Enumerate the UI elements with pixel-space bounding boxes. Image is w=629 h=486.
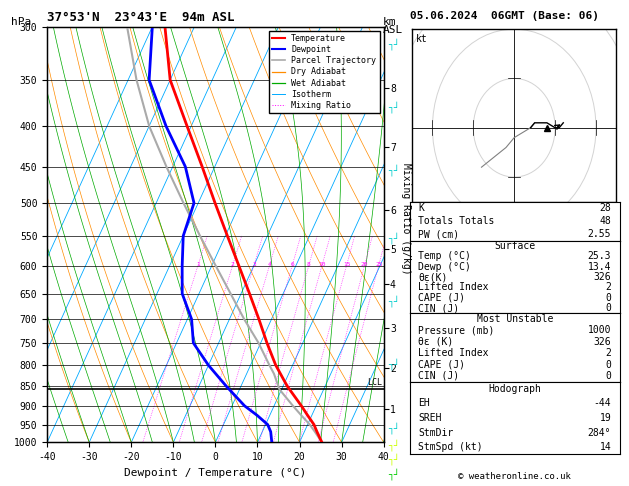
Text: 2: 2 [605, 348, 611, 358]
Text: 8: 8 [307, 262, 311, 267]
Text: LCL: LCL [367, 378, 382, 387]
Text: hPa: hPa [11, 17, 31, 27]
Text: Most Unstable: Most Unstable [477, 314, 553, 324]
Text: © weatheronline.co.uk: © weatheronline.co.uk [458, 472, 571, 481]
Text: 4: 4 [268, 262, 272, 267]
Text: Totals Totals: Totals Totals [418, 216, 495, 226]
Text: 15: 15 [343, 262, 350, 267]
Text: Pressure (mb): Pressure (mb) [418, 326, 495, 335]
Text: 14: 14 [599, 442, 611, 452]
Text: ┐┘: ┐┘ [389, 468, 400, 480]
Legend: Temperature, Dewpoint, Parcel Trajectory, Dry Adiabat, Wet Adiabat, Isotherm, Mi: Temperature, Dewpoint, Parcel Trajectory… [269, 31, 379, 113]
Text: ┐┘: ┐┘ [389, 101, 400, 113]
Text: 25.3: 25.3 [587, 251, 611, 261]
Text: K: K [418, 203, 425, 213]
Text: kt: kt [416, 34, 428, 44]
Text: km: km [382, 17, 396, 27]
Text: 0: 0 [605, 293, 611, 303]
Text: CAPE (J): CAPE (J) [418, 360, 465, 369]
Text: 48: 48 [599, 216, 611, 226]
Text: Lifted Index: Lifted Index [418, 348, 489, 358]
Text: CIN (J): CIN (J) [418, 371, 460, 381]
Text: Hodograph: Hodograph [488, 384, 542, 394]
Text: PW (cm): PW (cm) [418, 229, 460, 239]
Text: 1: 1 [196, 262, 200, 267]
Text: Surface: Surface [494, 241, 535, 251]
Text: 0: 0 [605, 360, 611, 369]
Text: 25: 25 [375, 262, 382, 267]
Text: StmSpd (kt): StmSpd (kt) [418, 442, 483, 452]
Text: ┐┘: ┐┘ [389, 359, 400, 370]
Text: 326: 326 [594, 337, 611, 347]
Text: 2: 2 [605, 282, 611, 293]
Text: Temp (°C): Temp (°C) [418, 251, 471, 261]
Text: EH: EH [418, 399, 430, 408]
Text: ┐┘: ┐┘ [389, 439, 400, 451]
Text: 0: 0 [605, 371, 611, 381]
X-axis label: Dewpoint / Temperature (°C): Dewpoint / Temperature (°C) [125, 468, 306, 478]
Text: 326: 326 [594, 272, 611, 282]
Text: 28: 28 [599, 203, 611, 213]
Text: 0: 0 [605, 303, 611, 313]
Text: Dewp (°C): Dewp (°C) [418, 261, 471, 272]
Text: 284°: 284° [587, 428, 611, 437]
Text: SREH: SREH [418, 413, 442, 423]
Text: Lifted Index: Lifted Index [418, 282, 489, 293]
Text: CAPE (J): CAPE (J) [418, 293, 465, 303]
Text: Mixing Ratio (g/kg): Mixing Ratio (g/kg) [401, 163, 411, 275]
Text: ┐┘: ┐┘ [389, 232, 400, 244]
Text: 6: 6 [291, 262, 294, 267]
Text: 20: 20 [361, 262, 369, 267]
Text: θε (K): θε (K) [418, 337, 454, 347]
Text: ASL: ASL [382, 25, 403, 35]
Text: ┐┘: ┐┘ [389, 453, 400, 465]
Text: 1000: 1000 [587, 326, 611, 335]
Text: ┐┘: ┐┘ [389, 164, 400, 176]
Text: ┐┘: ┐┘ [389, 38, 400, 50]
Text: 2.55: 2.55 [587, 229, 611, 239]
Text: 10: 10 [318, 262, 326, 267]
Text: ┐┘: ┐┘ [389, 422, 400, 434]
Text: CIN (J): CIN (J) [418, 303, 460, 313]
Text: 05.06.2024  06GMT (Base: 06): 05.06.2024 06GMT (Base: 06) [410, 11, 599, 21]
Text: 2: 2 [231, 262, 235, 267]
Text: -44: -44 [594, 399, 611, 408]
Text: ┐┘: ┐┘ [389, 295, 400, 307]
Text: 3: 3 [252, 262, 256, 267]
Text: StmDir: StmDir [418, 428, 454, 437]
Text: 13.4: 13.4 [587, 261, 611, 272]
Text: 37°53'N  23°43'E  94m ASL: 37°53'N 23°43'E 94m ASL [47, 11, 235, 24]
Text: θε(K): θε(K) [418, 272, 448, 282]
Text: 19: 19 [599, 413, 611, 423]
